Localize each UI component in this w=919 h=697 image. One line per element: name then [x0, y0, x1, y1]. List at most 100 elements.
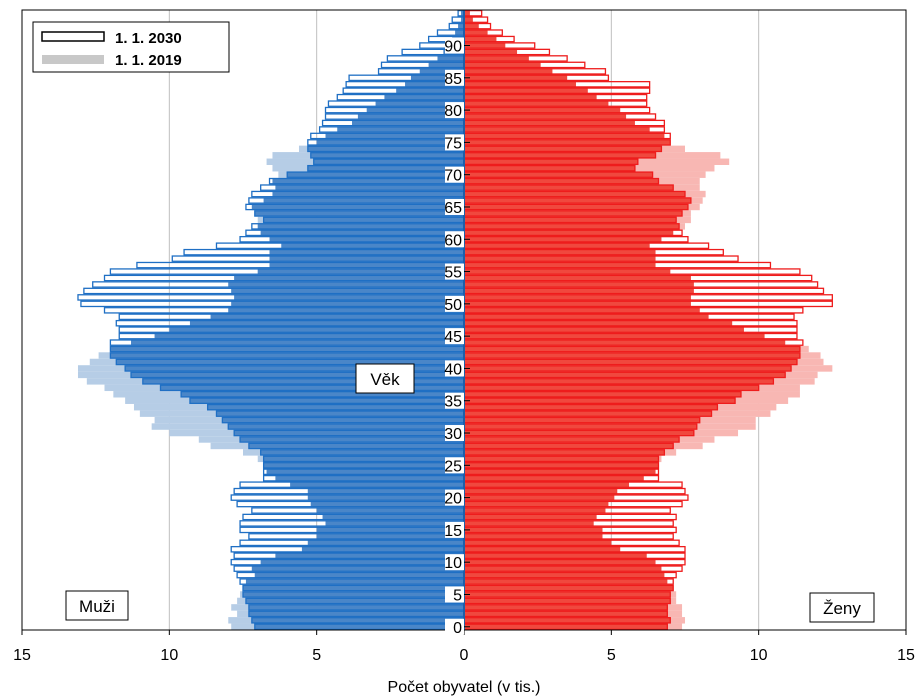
bar-women-overlap: [464, 133, 665, 139]
bar-women-overlap: [464, 204, 688, 210]
bar-women-overlap: [464, 469, 656, 475]
bar-men-overlap: [254, 210, 464, 217]
bar-men-overlap: [316, 533, 464, 539]
bar-men-overlap: [266, 469, 464, 475]
bar-women-overlap: [464, 333, 765, 339]
age-tick-bg: [445, 37, 464, 54]
bar-men-overlap: [316, 527, 464, 533]
women-label-frame: [809, 592, 875, 623]
bar-men-overlap: [281, 243, 464, 249]
bar-men-overlap: [313, 159, 464, 165]
bar-men-overlap: [181, 391, 464, 397]
bar-men-overlap: [154, 333, 464, 339]
bar-women-overlap: [464, 159, 638, 165]
bar-men-overlap: [125, 365, 464, 372]
age-tick-bg: [445, 328, 464, 345]
bar-men-overlap: [307, 146, 464, 152]
legend: 1. 1. 2030 1. 1. 2019: [32, 21, 230, 73]
bar-men-overlap: [248, 443, 464, 449]
bar-women-overlap: [464, 578, 668, 585]
bar-women-overlap: [464, 507, 606, 514]
bar-women-overlap: [464, 29, 488, 36]
bars-2030: [77, 9, 833, 631]
bar-women-overlap: [464, 223, 680, 229]
bar-women-overlap: [464, 475, 644, 481]
bar-men-overlap: [263, 217, 464, 223]
bar-women-overlap: [464, 262, 656, 268]
bar-women-overlap: [464, 217, 677, 223]
bar-women-overlap: [464, 391, 741, 397]
women-label: Ženy: [823, 599, 861, 618]
age-tick-label: 75: [444, 135, 462, 152]
age-tick-label: 65: [444, 200, 462, 217]
bar-men-overlap: [248, 604, 464, 611]
bar-men-overlap: [251, 204, 464, 210]
bar-men-overlap: [419, 68, 464, 74]
bar-women-overlap: [464, 301, 691, 307]
bar-men-overlap: [245, 598, 464, 604]
bar-women-overlap: [464, 178, 659, 184]
bar-men-overlap: [254, 624, 464, 630]
bar-women-overlap: [464, 139, 671, 146]
bar-women-overlap: [464, 281, 694, 288]
bar-men-overlap: [216, 411, 464, 417]
bar-women-overlap: [464, 68, 553, 74]
age-tick-label: 0: [453, 620, 462, 637]
bar-men-overlap: [275, 553, 464, 559]
age-tick-label: 20: [444, 491, 462, 508]
age-tick-label: 70: [444, 168, 462, 185]
age-tick-bg: [445, 198, 464, 215]
bar-men-overlap: [110, 352, 465, 359]
bar-men-overlap: [275, 184, 464, 191]
bar-women-overlap: [464, 320, 733, 326]
bar-women-overlap: [464, 62, 541, 68]
bar-men-overlap: [396, 88, 464, 94]
bar-men-overlap: [257, 268, 464, 275]
bar-women-overlap: [464, 94, 597, 100]
bar-men-overlap: [260, 230, 464, 236]
bar-women-overlap: [464, 604, 668, 611]
age-tick-bg: [445, 360, 464, 377]
bar-women-overlap: [464, 398, 736, 404]
x-tick-label: 5: [312, 647, 321, 664]
men-label-frame: [65, 590, 129, 621]
bar-men-overlap: [263, 197, 464, 204]
age-tick-label: 90: [444, 39, 462, 56]
bar-men-overlap: [228, 307, 464, 313]
bar-men-overlap: [461, 17, 464, 23]
age-tick-label: 5: [453, 587, 462, 604]
age-label-frame: [355, 363, 415, 394]
bar-men-overlap: [310, 152, 464, 158]
bar-men-overlap: [458, 23, 464, 29]
bar-men-overlap: [260, 559, 464, 565]
bar-men-overlap: [437, 55, 464, 62]
bar-women-overlap: [464, 152, 656, 158]
bar-women-overlap: [464, 314, 709, 320]
bar-women-overlap: [464, 165, 635, 171]
bar-men-overlap: [231, 288, 464, 294]
x-tick-label: 15: [13, 647, 31, 664]
bar-women-overlap: [464, 210, 683, 217]
age-tick-bg: [445, 489, 464, 506]
bar-men-overlap: [269, 262, 464, 268]
bar-men-overlap: [207, 404, 464, 410]
x-axis-label: Počet obyvatel (v tis.): [388, 679, 541, 696]
bar-women-overlap: [464, 184, 674, 191]
bar-women-overlap: [464, 49, 518, 55]
bar-men-overlap: [189, 320, 464, 326]
bar-men-overlap: [263, 462, 464, 468]
bar-men-overlap: [337, 126, 464, 133]
bar-women-overlap: [464, 591, 671, 598]
legend-label-2030: 1. 1. 2030: [115, 30, 182, 47]
bar-women-overlap: [464, 81, 576, 87]
bar-men-overlap: [455, 29, 464, 36]
bar-women-overlap: [464, 540, 612, 546]
bar-men-overlap: [316, 507, 464, 514]
age-tick-label: 80: [444, 103, 462, 120]
bar-men-overlap: [116, 359, 464, 365]
bar-men-overlap: [357, 113, 464, 120]
age-tick-label: 15: [444, 523, 462, 540]
age-tick-label: 55: [444, 265, 462, 282]
bar-women-overlap: [464, 553, 647, 559]
